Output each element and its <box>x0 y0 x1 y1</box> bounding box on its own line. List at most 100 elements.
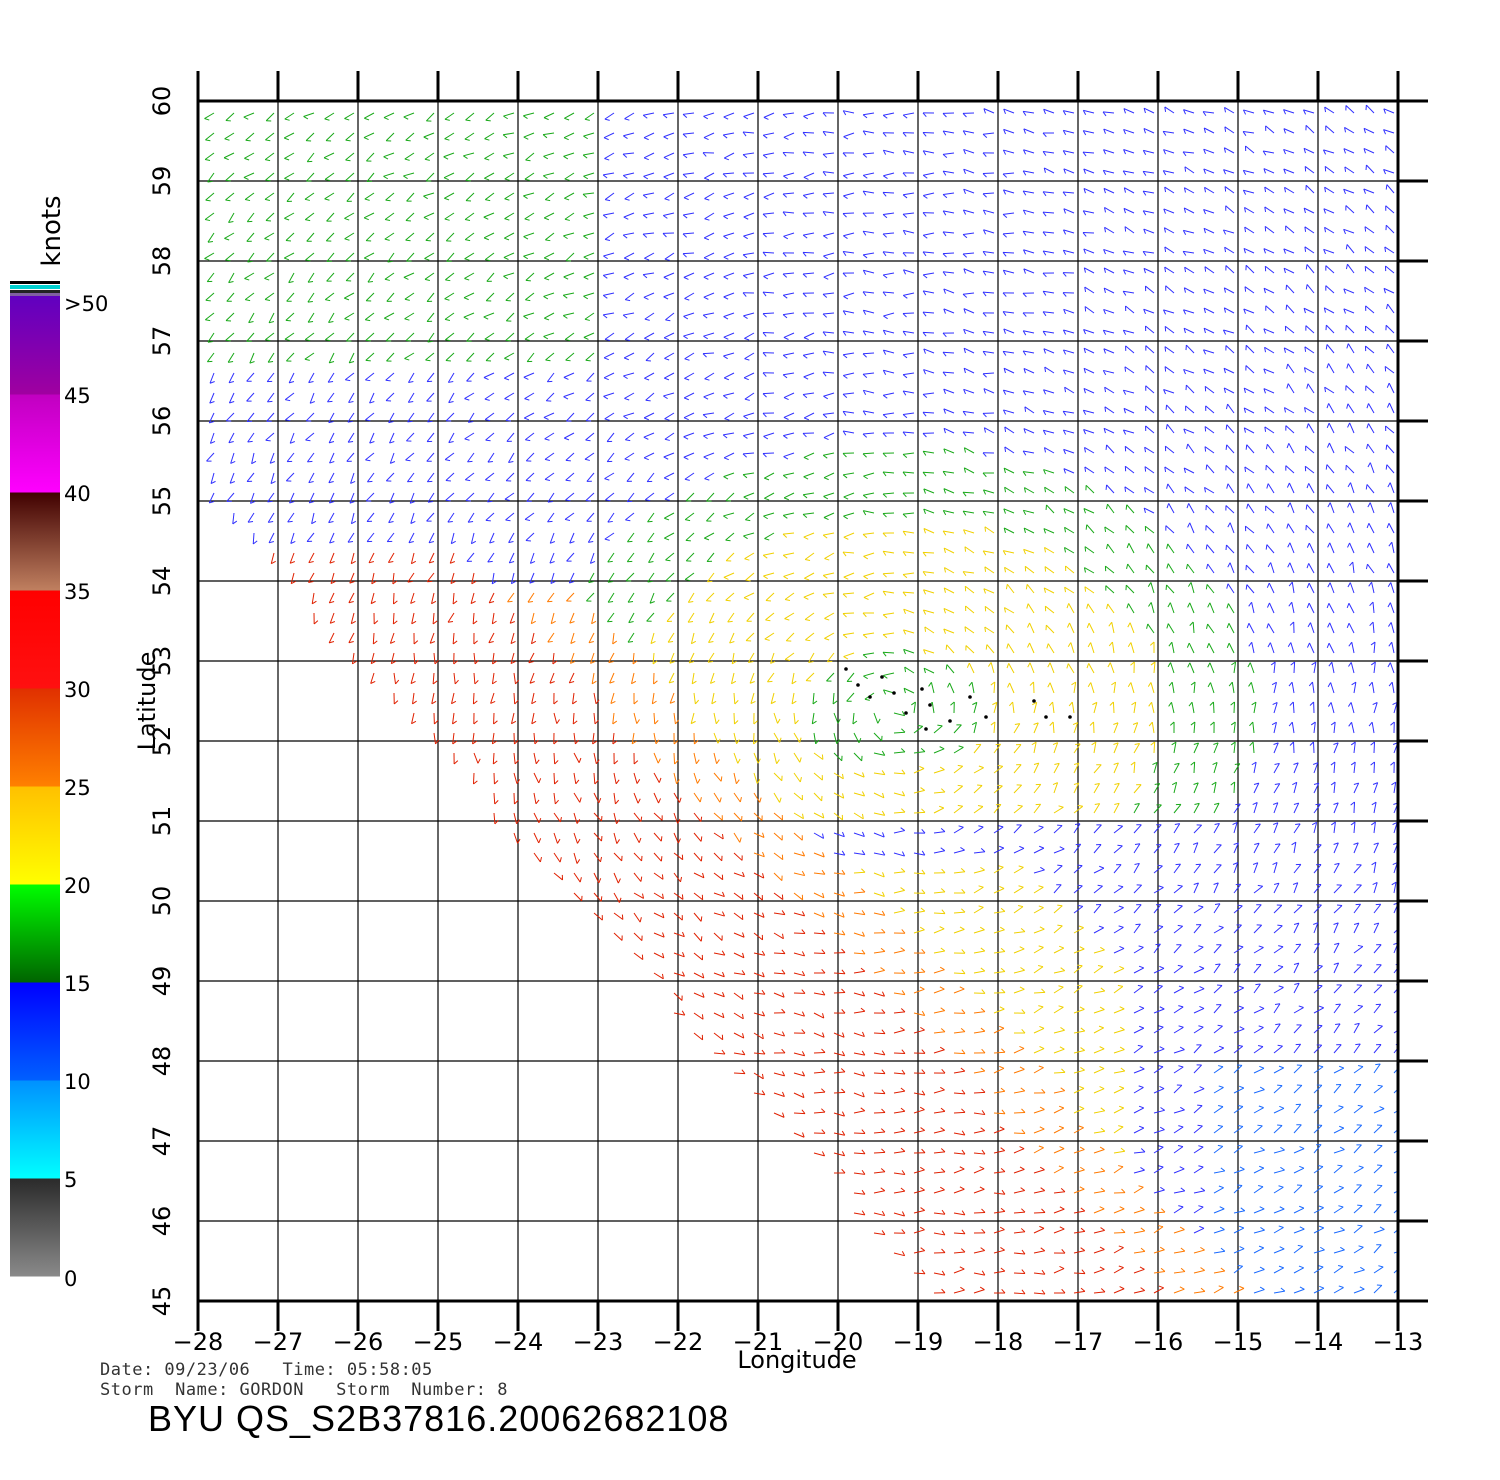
wind-barb <box>1306 542 1315 554</box>
wind-barb <box>964 626 975 634</box>
wind-barb <box>733 912 744 921</box>
wind-barb <box>453 752 459 765</box>
wind-barb <box>423 132 435 140</box>
wind-barb <box>1044 89 1054 94</box>
wind-barb <box>327 392 335 403</box>
wind-barb <box>873 967 885 974</box>
wind-barb <box>1313 844 1322 854</box>
wind-barb <box>753 950 766 956</box>
wind-barb <box>665 312 675 322</box>
wind-barb <box>982 132 995 138</box>
wind-barb <box>1130 661 1135 674</box>
wind-barb <box>265 132 275 142</box>
wind-barb <box>673 1010 686 1016</box>
wind-barb <box>1245 564 1255 574</box>
wind-barb <box>1133 884 1142 894</box>
wind-barb <box>1349 561 1355 574</box>
wind-barb <box>492 752 498 765</box>
wind-barb <box>386 292 395 302</box>
wind-barb <box>663 332 675 341</box>
wind-barb <box>963 328 975 335</box>
wind-barb <box>445 412 455 422</box>
wind-barb <box>370 672 376 684</box>
wind-barb <box>1313 864 1322 874</box>
y-tick-label: 49 <box>148 966 176 997</box>
wind-barb <box>205 292 215 302</box>
wind-barb <box>311 592 317 605</box>
wind-barb <box>264 232 275 241</box>
wind-barb <box>445 492 455 502</box>
wind-barb <box>604 332 615 341</box>
wind-barb <box>663 392 675 400</box>
wind-barb <box>1333 1185 1344 1194</box>
wind-barb <box>764 632 775 641</box>
wind-barb <box>1022 209 1035 215</box>
wind-barb <box>793 792 803 801</box>
wind-barb <box>808 652 815 664</box>
wind-barb <box>1252 862 1259 874</box>
wind-barb <box>1173 1065 1184 1074</box>
wind-barb <box>1113 1265 1124 1274</box>
wind-barb <box>693 1012 704 1020</box>
wind-barb <box>444 312 455 321</box>
wind-barb <box>763 92 774 96</box>
wind-barb <box>708 632 715 644</box>
wind-barb <box>893 1069 906 1075</box>
wind-barb <box>1206 563 1215 574</box>
wind-barb <box>1327 582 1335 594</box>
wind-barb <box>1062 110 1075 116</box>
wind-barb <box>1133 1287 1146 1294</box>
wind-barb <box>1293 1244 1304 1254</box>
wind-barb <box>367 472 375 483</box>
wind-barb <box>662 232 675 238</box>
wind-barb <box>1002 269 1015 275</box>
wind-barb <box>902 312 915 318</box>
wind-barb <box>1145 425 1155 434</box>
wind-barb <box>662 112 675 119</box>
wind-barb <box>570 632 576 644</box>
colorbar-cap <box>10 285 60 289</box>
wind-barb <box>812 692 818 705</box>
wind-barb <box>713 911 726 917</box>
wind-barb <box>963 388 975 395</box>
wind-barb <box>933 1148 946 1154</box>
wind-barb <box>882 672 895 679</box>
wind-barb <box>993 1247 1005 1254</box>
wind-barb <box>1113 1165 1124 1174</box>
wind-barb <box>973 825 984 834</box>
wind-barb <box>783 412 795 420</box>
wind-barb <box>593 812 603 822</box>
wind-barb <box>644 312 655 321</box>
wind-barb <box>1193 824 1202 834</box>
wind-barb <box>325 132 335 142</box>
wind-barb <box>513 772 521 784</box>
wind-barb <box>444 132 455 141</box>
wind-barb <box>1145 564 1155 574</box>
wind-barb <box>1351 681 1357 694</box>
wind-barb <box>612 632 618 645</box>
wind-barb <box>1233 1285 1245 1294</box>
wind-barb <box>942 210 955 216</box>
wind-barb <box>1183 187 1195 194</box>
wind-barb <box>1153 804 1162 814</box>
wind-barb <box>1288 581 1295 594</box>
wind-barb <box>665 572 675 582</box>
wind-barb <box>523 252 535 260</box>
wind-barb <box>833 812 844 821</box>
wind-barb <box>503 112 515 120</box>
wind-barb <box>1392 822 1398 834</box>
wind-barb <box>1246 503 1255 514</box>
wind-barb <box>1082 109 1095 115</box>
wind-barb <box>307 272 315 283</box>
wind-barb <box>1183 109 1195 115</box>
wind-barb <box>452 632 458 645</box>
wind-barb <box>511 712 517 725</box>
wind-barb <box>1164 266 1175 274</box>
wind-barb <box>833 891 845 897</box>
wind-barb <box>862 432 875 438</box>
wind-barb <box>1364 345 1375 354</box>
x-tick-label: −21 <box>733 1328 784 1356</box>
wind-barb <box>703 332 715 340</box>
wind-barb <box>973 1208 986 1214</box>
wind-barb <box>1133 984 1144 994</box>
